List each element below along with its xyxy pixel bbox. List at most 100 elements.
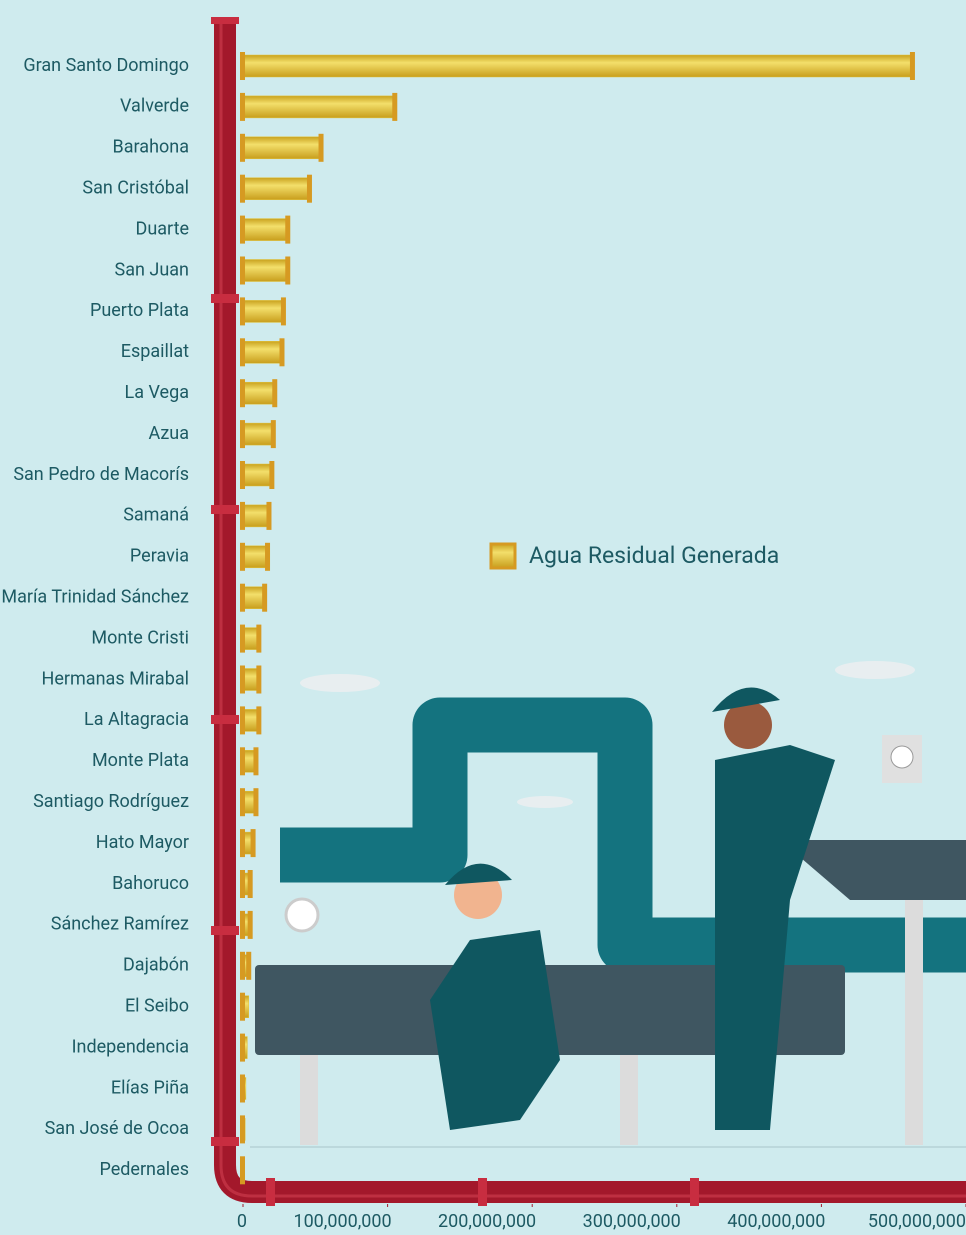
y-tick-label: Elías Piña <box>111 1077 189 1098</box>
bar-cap <box>240 951 245 980</box>
bar-cap <box>240 542 245 571</box>
bar-cap <box>318 133 324 162</box>
bar-cap <box>247 910 253 939</box>
bar <box>242 136 323 160</box>
bar-cap <box>256 624 262 653</box>
y-tick-label: San José de Ocoa <box>45 1118 189 1139</box>
bar-cap <box>280 297 286 326</box>
bar-cap <box>240 788 245 817</box>
y-tick-label: Hermanas Mirabal <box>42 668 189 689</box>
y-tick-label: Santiago Rodríguez <box>33 791 189 812</box>
bar-cap <box>246 951 252 980</box>
bar-cap <box>240 1156 245 1185</box>
bar <box>242 300 286 323</box>
bar-cap <box>240 706 245 735</box>
y-tick-label: Puerto Plata <box>90 300 189 321</box>
bar-cap <box>240 52 245 80</box>
bar-cap <box>240 174 245 203</box>
bar-cap <box>240 829 245 858</box>
bar-cap <box>262 583 268 612</box>
bar-cap <box>240 870 245 898</box>
bar-cap <box>240 215 245 244</box>
bar <box>242 504 271 528</box>
bar-cap <box>240 461 245 489</box>
y-tick-label: San Pedro de Macorís <box>13 464 189 485</box>
bar-cap <box>247 870 253 898</box>
bar-cap <box>266 501 272 530</box>
y-tick-label: Hato Mayor <box>96 832 189 853</box>
bar-cap <box>909 52 915 80</box>
bar <box>242 218 290 241</box>
bar-cap <box>240 256 245 285</box>
bar-cap <box>279 338 285 367</box>
bar-cap <box>240 297 245 326</box>
x-tick-label: 400,000,000 <box>727 1211 825 1232</box>
y-tick-label: Azua <box>149 423 190 444</box>
bar <box>242 341 284 364</box>
bar-cap <box>240 1033 245 1062</box>
y-tick-label: Espaillat <box>121 341 189 362</box>
bar-cap <box>240 624 245 653</box>
y-tick-label: Barahona <box>113 137 189 158</box>
bar-cap <box>240 1115 245 1144</box>
bar-cap <box>270 420 276 449</box>
x-tick-label: 300,000,000 <box>583 1211 681 1232</box>
y-tick-label: Independencia <box>72 1036 189 1057</box>
y-tick-label: San Juan <box>115 259 189 280</box>
y-tick-label: Pedernales <box>99 1159 189 1180</box>
bar-cap <box>240 420 245 449</box>
bar-cap <box>240 665 245 694</box>
bar <box>242 177 312 200</box>
x-tick-label: 100,000,000 <box>293 1211 391 1232</box>
y-tick-label: La Altagracia <box>84 709 189 730</box>
bar-cap <box>240 747 245 776</box>
x-tick-label: 0 <box>237 1211 247 1232</box>
bar-cap <box>240 379 245 408</box>
bar-cap <box>269 461 275 489</box>
bar-cap <box>272 379 278 408</box>
bar <box>242 54 915 78</box>
illustration <box>250 661 966 1148</box>
y-tick-label: Gran Santo Domingo <box>23 55 189 76</box>
axis-pipe <box>211 17 966 1206</box>
x-tick-label: 500,000,000 <box>868 1211 966 1232</box>
y-tick-label: Bahoruco <box>112 873 189 894</box>
bar-cap <box>253 788 259 817</box>
bar-cap <box>265 542 271 571</box>
bar <box>242 95 397 119</box>
bar-cap <box>240 910 245 939</box>
bar-cap <box>240 133 245 162</box>
bar-cap <box>240 92 245 121</box>
y-tick-label: María Trinidad Sánchez <box>1 586 189 607</box>
y-tick-label: Valverde <box>120 96 189 117</box>
bar-cap <box>392 92 398 121</box>
y-tick-label: Peravia <box>130 546 189 567</box>
y-tick-label: Samaná <box>123 505 189 526</box>
y-tick-label: Monte Cristi <box>91 627 189 648</box>
x-tick-label: 200,000,000 <box>438 1211 536 1232</box>
bar-cap <box>240 583 245 612</box>
bar <box>242 259 290 282</box>
y-tick-label: El Seibo <box>125 995 189 1016</box>
bar-cap <box>250 829 256 858</box>
bar-cap <box>256 706 262 735</box>
bar-cap <box>306 174 312 203</box>
bar-cap <box>285 256 291 285</box>
bar <box>242 422 276 446</box>
y-tick-label: Sánchez Ramírez <box>51 914 189 935</box>
bar <box>242 381 277 405</box>
legend-label: Agua Residual Generada <box>529 542 779 569</box>
bar-cap <box>256 665 262 694</box>
bar-cap <box>240 501 245 530</box>
bar-cap <box>285 215 291 244</box>
y-tick-label: La Vega <box>125 382 189 403</box>
y-tick-label: San Cristóbal <box>82 177 189 198</box>
legend-swatch <box>489 542 517 570</box>
bar-cap <box>240 338 245 367</box>
bar <box>242 463 274 487</box>
y-tick-label: Monte Plata <box>92 750 189 771</box>
bar-cap <box>240 1074 245 1103</box>
y-tick-label: Dajabón <box>123 955 189 976</box>
